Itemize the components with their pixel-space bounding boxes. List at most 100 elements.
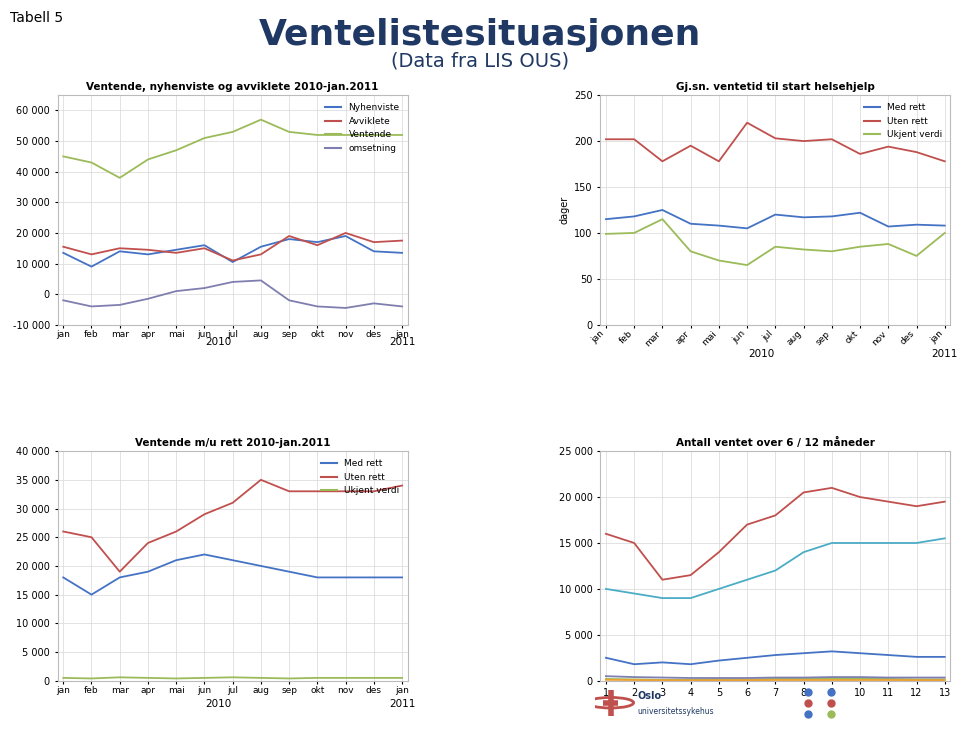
Line: Ukjent verdi: Ukjent verdi: [63, 677, 402, 679]
Med rett: [368, 573, 379, 582]
Uten rett: [312, 487, 324, 496]
Uten rett: [911, 148, 923, 157]
Ukjent verdi: [114, 673, 126, 681]
Line: Avviklete: Avviklete: [63, 233, 402, 261]
Med rett: [283, 567, 295, 576]
Ukjent verdi: [939, 228, 950, 237]
Ventende: [255, 115, 267, 124]
Med rett: [826, 212, 837, 221]
Ukjent verdi: [826, 247, 837, 255]
Ventende: [283, 127, 295, 136]
omsetning: [312, 302, 324, 311]
Med rett: [85, 590, 97, 599]
Med rett: [629, 212, 640, 221]
Text: 2010: 2010: [205, 698, 231, 709]
Uten rett: [58, 527, 69, 536]
Med rett: [255, 561, 267, 570]
Text: Oslo: Oslo: [637, 691, 661, 701]
Ukjent verdi: [854, 242, 866, 251]
Ukjent verdi: [227, 673, 238, 681]
Avviklete: [58, 242, 69, 251]
Ventende: [227, 127, 238, 136]
omsetning: [227, 277, 238, 286]
Ukjent verdi: [396, 673, 408, 682]
Med rett: [312, 573, 324, 582]
Ventende: [142, 155, 154, 164]
Text: 2011: 2011: [389, 698, 416, 709]
Title: Ventende, nyhenviste og avviklete 2010-jan.2011: Ventende, nyhenviste og avviklete 2010-j…: [86, 81, 379, 92]
Uten rett: [854, 149, 866, 158]
omsetning: [58, 296, 69, 305]
Med rett: [657, 206, 668, 214]
Nyhenviste: [396, 248, 408, 257]
Nyhenviste: [199, 241, 210, 250]
Uten rett: [741, 119, 753, 127]
Ukjent verdi: [684, 247, 696, 255]
Ukjent verdi: [171, 674, 182, 683]
Uten rett: [255, 475, 267, 484]
Med rett: [227, 556, 238, 564]
Ukjent verdi: [340, 673, 351, 682]
Uten rett: [882, 142, 894, 151]
Avviklete: [142, 245, 154, 254]
Ventende: [368, 130, 379, 139]
Nyhenviste: [312, 238, 324, 247]
Med rett: [911, 220, 923, 229]
Text: 2011: 2011: [931, 349, 958, 359]
Nyhenviste: [171, 245, 182, 254]
Y-axis label: dager: dager: [560, 196, 570, 224]
omsetning: [199, 284, 210, 293]
omsetning: [85, 302, 97, 311]
Line: Ventende: Ventende: [63, 119, 402, 178]
Uten rett: [340, 487, 351, 496]
Text: (Data fra LIS OUS): (Data fra LIS OUS): [391, 51, 569, 70]
omsetning: [255, 276, 267, 285]
Med rett: [798, 213, 809, 222]
Avviklete: [227, 256, 238, 265]
omsetning: [283, 296, 295, 305]
Legend: Med rett, Uten rett, Ukjent verdi: Med rett, Uten rett, Ukjent verdi: [317, 455, 403, 499]
Uten rett: [142, 539, 154, 548]
Med rett: [939, 221, 950, 230]
Ukjent verdi: [85, 674, 97, 683]
Nyhenviste: [114, 247, 126, 255]
Ukjent verdi: [58, 673, 69, 682]
Uten rett: [826, 135, 837, 143]
Uten rett: [283, 487, 295, 496]
Med rett: [600, 214, 612, 223]
Med rett: [741, 224, 753, 233]
Text: 2010: 2010: [748, 349, 775, 359]
Legend: Nyhenviste, Avviklete, Ventende, omsetning: Nyhenviste, Avviklete, Ventende, omsetni…: [322, 100, 403, 157]
Nyhenviste: [58, 248, 69, 257]
Uten rett: [939, 157, 950, 165]
Nyhenviste: [283, 235, 295, 244]
Med rett: [199, 550, 210, 559]
Med rett: [142, 567, 154, 576]
Ukjent verdi: [283, 674, 295, 683]
Ventende: [114, 173, 126, 182]
Med rett: [854, 209, 866, 217]
Med rett: [396, 573, 408, 582]
Ukjent verdi: [312, 673, 324, 682]
Med rett: [114, 573, 126, 582]
Ukjent verdi: [199, 673, 210, 682]
omsetning: [396, 302, 408, 311]
Med rett: [882, 222, 894, 231]
Med rett: [684, 220, 696, 228]
Ukjent verdi: [629, 228, 640, 237]
Avviklete: [312, 241, 324, 250]
Ukjent verdi: [770, 242, 781, 251]
Ventende: [199, 134, 210, 143]
Uten rett: [798, 137, 809, 146]
Ukjent verdi: [882, 239, 894, 248]
Title: Antall ventet over 6 / 12 måneder: Antall ventet over 6 / 12 måneder: [676, 436, 875, 447]
Med rett: [171, 556, 182, 564]
Ventende: [340, 130, 351, 139]
Med rett: [713, 221, 725, 230]
Uten rett: [713, 157, 725, 165]
Avviklete: [283, 231, 295, 240]
Uten rett: [368, 487, 379, 496]
omsetning: [114, 301, 126, 310]
Ventende: [396, 130, 408, 139]
omsetning: [340, 304, 351, 313]
